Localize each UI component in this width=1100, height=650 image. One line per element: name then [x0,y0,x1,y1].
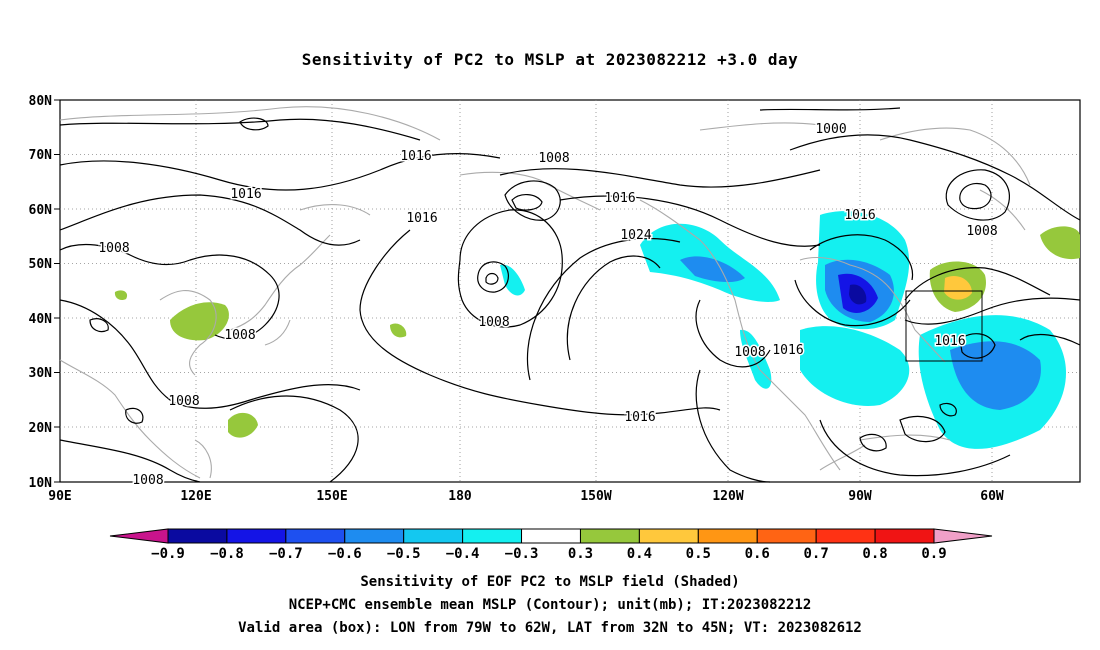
lat-label: 60N [29,203,53,218]
contour-label: 1016 [406,211,437,226]
contour-label: 1024 [620,228,651,243]
colorbar-cell [226,528,287,544]
lat-label: 30N [29,366,53,381]
colorbar-label: −0.9 [151,546,185,562]
colorbar-cell [521,528,581,544]
colorbar-cell [638,528,699,544]
colorbar-label: −0.8 [210,546,244,562]
colorbar-label: −0.7 [269,546,303,562]
lat-label: 40N [29,312,53,327]
colorbar-label: 0.8 [862,546,887,562]
colorbar-cell [285,528,346,544]
colorbar-end-high [933,528,993,544]
colorbar-cell [756,528,817,544]
coastlines [59,106,1031,479]
lon-label: 180 [448,489,472,504]
valid-area-box [905,290,983,362]
colorbar-cell [344,528,405,544]
contour-label: 1008 [478,315,509,330]
contour-label: 1008 [538,151,569,166]
isobar-contours [59,107,1081,483]
lat-label: 70N [29,148,53,163]
contour-label: 1016 [400,149,431,164]
colorbar-label: 0.7 [804,546,829,562]
colorbar-cell [167,528,228,544]
colorbar-label: −0.3 [505,546,539,562]
colorbar-label: −0.4 [446,546,480,562]
lon-axis-labels: 90E 120E 150E 180 150W 120W 90W 60W [48,489,1004,504]
contour-label: 1016 [230,187,261,202]
colorbar-label: 0.6 [745,546,770,562]
contour-label: 1016 [624,410,655,425]
caption-line-2: NCEP+CMC ensemble mean MSLP (Contour); u… [288,597,812,613]
colorbar-label: 0.5 [686,546,711,562]
chart-title: Sensitivity of PC2 to MSLP at 2023082212… [301,50,799,69]
colorbar-label: −0.5 [387,546,421,562]
contour-label: 1008 [98,241,129,256]
colorbar-label: −0.6 [328,546,362,562]
lat-label: 50N [29,257,53,272]
colorbar-label: 0.3 [568,546,593,562]
caption-line-1: Sensitivity of EOF PC2 to MSLP field (Sh… [360,574,740,590]
contour-label-group: 1016 1008 1016 1008 1016 1016 1024 1008 … [97,121,999,490]
contour-label: 1016 [844,208,875,223]
contour-label: 1008 [224,328,255,343]
colorbar-label: 0.4 [627,546,652,562]
lon-label: 60W [980,489,1004,504]
contour-label: 1000 [815,122,846,137]
lat-label: 20N [29,421,53,436]
colorbar: −0.9 −0.8 −0.7 −0.6 −0.5 −0.4 −0.3 0.3 0.4 0.5 0.6… [109,528,993,562]
sensitivity-shading [114,211,1080,449]
contour-label: 1008 [132,473,163,488]
colorbar-end-low [109,528,169,544]
lon-label: 90W [848,489,872,504]
lon-label: 150W [580,489,611,504]
colorbar-label: 0.9 [921,546,946,562]
contour-label: 1016 [934,334,965,349]
colorbar-cell [403,528,464,544]
colorbar-cell [697,528,758,544]
lon-label: 90E [48,489,71,504]
caption-line-3: Valid area (box): LON from 79W to 62W, L… [238,620,862,636]
lat-label: 10N [29,476,53,491]
lat-ticks [54,99,60,483]
lon-label: 120W [712,489,743,504]
lon-label: 150E [316,489,347,504]
lon-label: 120E [180,489,211,504]
contour-label: 1008 [966,224,997,239]
contour-label: 1008 [734,345,765,360]
colorbar-cell [579,528,640,544]
contour-label: 1016 [772,343,803,358]
colorbar-cell [462,528,523,544]
colorbar-cell [815,528,876,544]
contour-label: 1016 [604,191,635,206]
lat-label: 80N [29,94,53,109]
colorbar-cell [874,528,935,544]
lat-axis-labels: 80N 70N 60N 50N 40N 30N 20N 10N [29,94,53,491]
contour-label: 1008 [168,394,199,409]
